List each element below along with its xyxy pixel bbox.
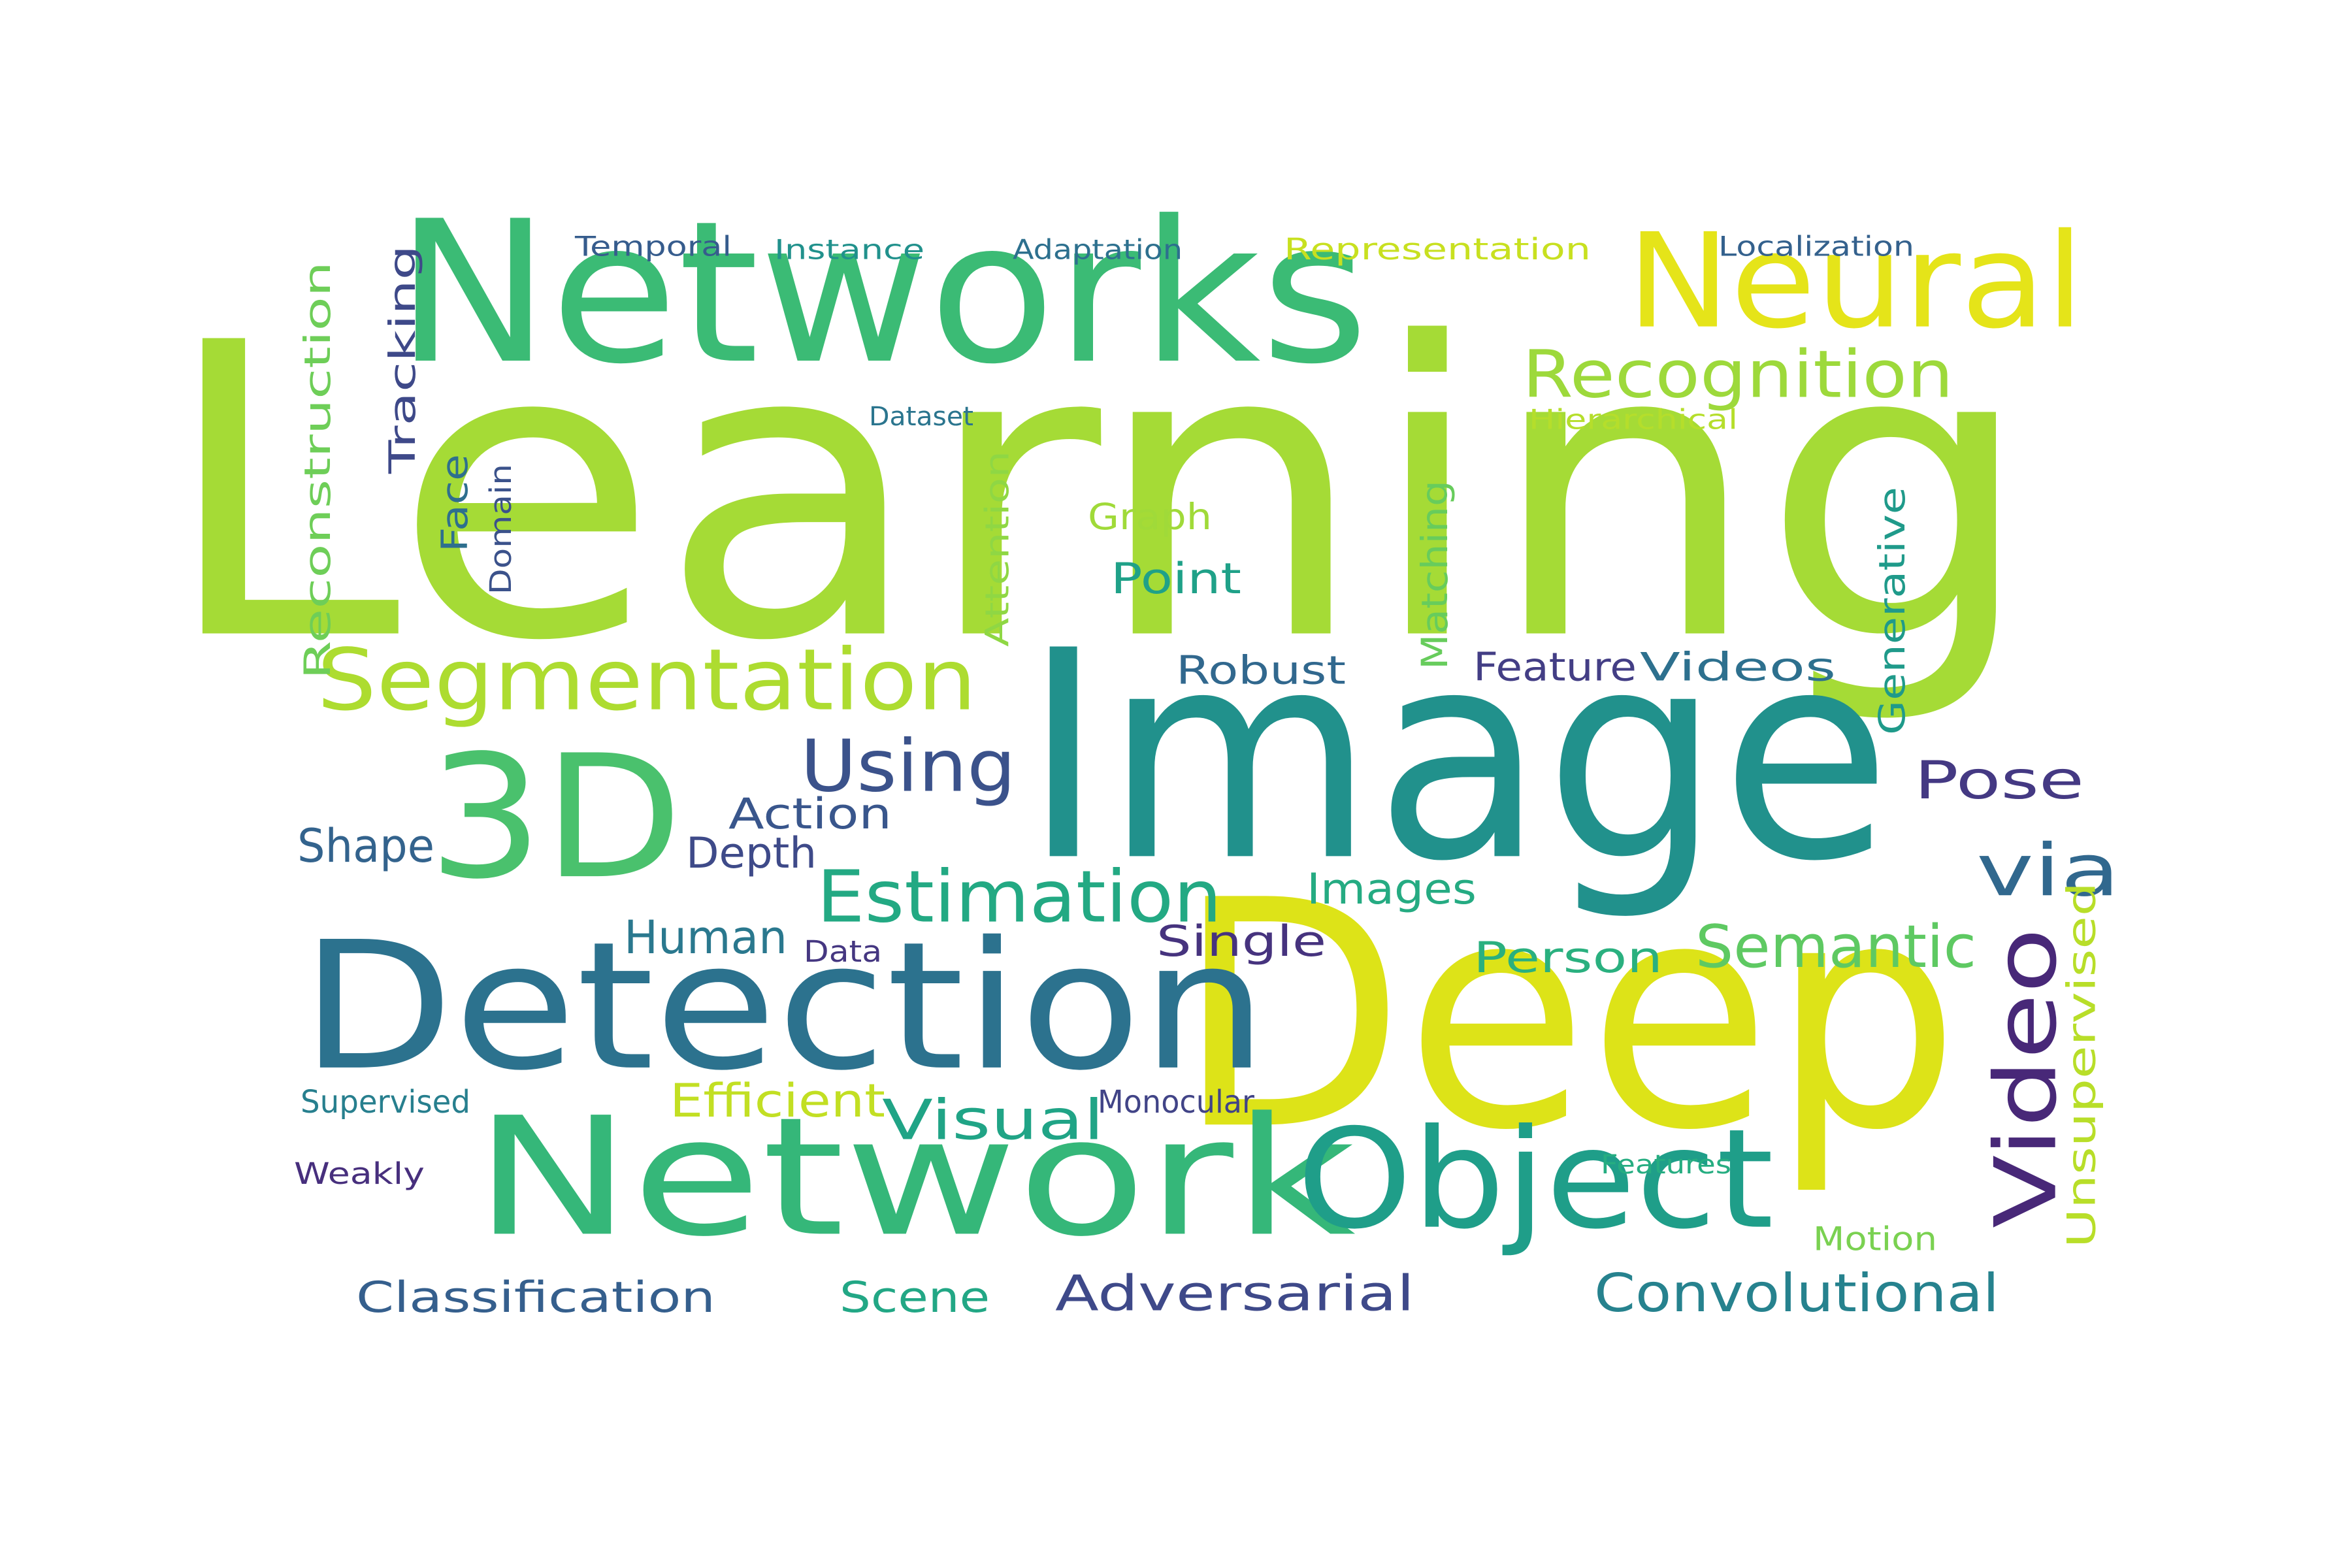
cloud-word: Deep — [1176, 834, 1960, 1199]
cloud-word: Single — [1156, 917, 1326, 966]
cloud-word: Supervised — [301, 1084, 470, 1120]
cloud-word: Matching — [1414, 480, 1456, 670]
cloud-word: Object — [1297, 1100, 1774, 1260]
cloud-word: Recognition — [1522, 336, 1953, 412]
cloud-word: Temporal — [574, 231, 732, 263]
cloud-word: Person — [1473, 934, 1663, 983]
cloud-word: Graph — [1088, 496, 1212, 538]
cloud-word: Detection — [301, 904, 1267, 1109]
cloud-word: Segmentation — [317, 630, 977, 730]
cloud-word: Classification — [356, 1273, 715, 1322]
cloud-word: Face — [434, 454, 476, 552]
cloud-word: Convolutional — [1594, 1263, 1999, 1324]
cloud-word: Neural — [1627, 206, 2084, 358]
cloud-word: Efficient — [670, 1074, 885, 1128]
cloud-word: Weakly — [294, 1156, 425, 1191]
cloud-word: Localization — [1718, 231, 1914, 263]
cloud-word: Tracking — [382, 245, 423, 475]
cloud-word: Adaptation — [1013, 234, 1183, 266]
cloud-word: Point — [1111, 555, 1241, 604]
cloud-word: Features — [1601, 1150, 1731, 1180]
cloud-word: via — [1976, 828, 2120, 912]
cloud-word: Video — [1976, 928, 2076, 1228]
cloud-word: Videos — [1640, 645, 1836, 691]
cloud-word: Instance — [774, 234, 924, 266]
cloud-word: Shape — [297, 819, 434, 873]
cloud-word: Monocular — [1098, 1084, 1254, 1120]
cloud-word: Network — [474, 1082, 1356, 1272]
cloud-word: Depth — [686, 829, 817, 878]
cloud-word: Representation — [1284, 232, 1591, 267]
cloud-word: Visual — [882, 1088, 1104, 1152]
cloud-word: Human — [624, 911, 787, 964]
cloud-word: Reconstruction — [297, 261, 338, 679]
cloud-word: Action — [728, 790, 892, 839]
cloud-word: Dataset — [869, 402, 973, 432]
cloud-word: Estimation — [817, 855, 1222, 938]
cloud-word: Robust — [1176, 648, 1346, 694]
cloud-word: 3D — [428, 719, 683, 917]
cloud-word: Semantic — [1695, 913, 1976, 981]
cloud-word: Images — [1307, 865, 1477, 914]
cloud-word: Adversarial — [1055, 1265, 1414, 1322]
cloud-word: Pose — [1914, 750, 2084, 811]
cloud-word: Scene — [840, 1273, 990, 1322]
cloud-word: Domain — [483, 464, 518, 595]
cloud-word: Image — [1022, 589, 1891, 924]
cloud-word: Feature — [1473, 645, 1637, 691]
cloud-word: Motion — [1813, 1220, 1937, 1258]
cloud-word: Unsupervised — [2059, 882, 2105, 1248]
cloud-word: Learning — [160, 259, 2035, 730]
cloud-word: Networks — [395, 179, 1369, 407]
cloud-word: Data — [804, 934, 882, 969]
cloud-word: Hierarchical — [1529, 404, 1738, 436]
cloud-word: Generative — [1871, 487, 1913, 735]
cloud-word: Attention — [979, 451, 1017, 647]
cloud-word: Using — [800, 724, 1016, 808]
